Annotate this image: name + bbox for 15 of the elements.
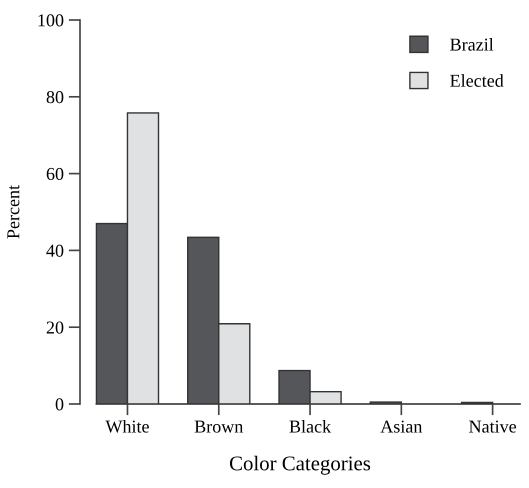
x-tick-label: Black: [290, 420, 332, 433]
x-tick-label: White: [105, 420, 149, 433]
y-tick-label: 100: [38, 14, 64, 26]
y-tick-label: 0: [56, 398, 64, 410]
x-tick-label: Asian: [380, 420, 422, 433]
x-tick-label: Brown: [194, 420, 244, 433]
y-tick-label: 60: [46, 168, 64, 180]
y-tick-label: 40: [46, 244, 64, 257]
y-axis-title: Percent: [7, 185, 20, 239]
legend-label: Elected: [450, 74, 504, 87]
x-tick-label: Native: [469, 420, 516, 433]
y-tick-label: 80: [46, 91, 64, 104]
y-tick-label: 20: [46, 321, 64, 334]
x-axis-title: Color Categories: [230, 456, 370, 475]
legend-label: Brazil: [450, 38, 494, 51]
